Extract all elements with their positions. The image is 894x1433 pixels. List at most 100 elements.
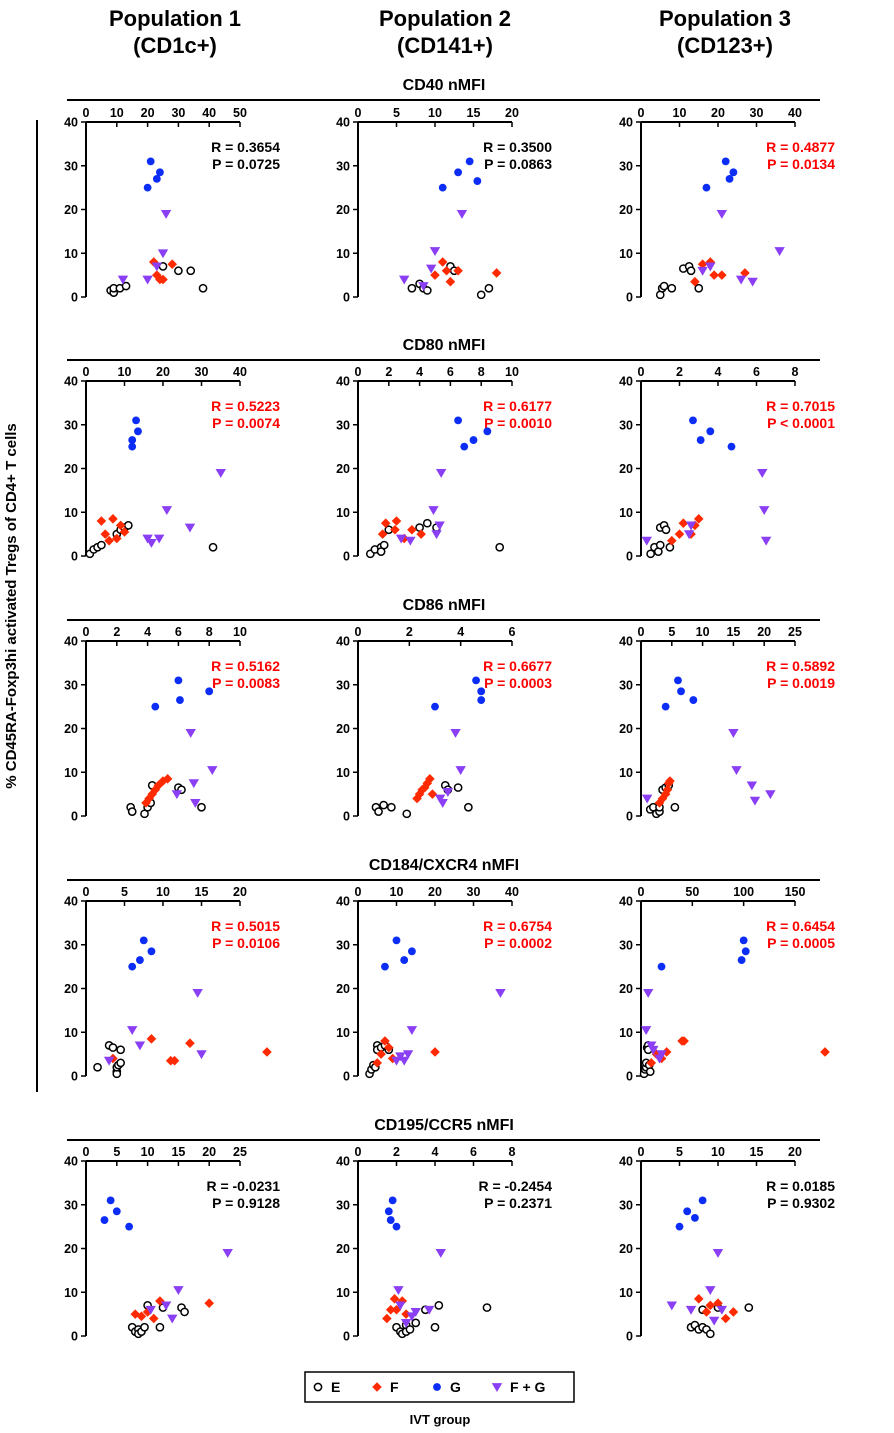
legend-label: F + G [510,1379,546,1395]
point-f [679,1036,689,1046]
point-fg [142,275,153,285]
point-f [445,276,456,287]
point-fg [167,1314,178,1324]
point-f [401,1309,411,1319]
point-e [155,1322,165,1332]
point-fg [759,506,770,516]
r-value: R = 0.6177 [483,398,552,414]
y-tick-label: 0 [71,810,78,824]
point-g [205,687,214,696]
x-tick-label: 4 [432,1145,439,1159]
point-f [96,516,107,526]
point-g [125,1222,134,1231]
point-f [419,782,430,793]
point-fg [455,766,466,776]
point-fg [435,1248,446,1258]
point-fg [456,209,468,219]
point-g [392,936,401,945]
point-g [696,436,705,444]
y-tick-label: 0 [71,291,78,305]
y-tick-label: 40 [336,116,350,130]
point-g [112,1207,121,1216]
x-tick-label: 2 [676,365,683,379]
point-e [402,809,412,819]
point-f [491,268,502,278]
point-f [389,1294,400,1304]
x-tick-label: 15 [195,885,209,899]
y-tick-label: 10 [64,1286,78,1300]
y-tick-label: 30 [619,678,633,692]
row-title: CD195/CCR5 nMFI [374,1117,514,1134]
point-e [464,802,473,812]
point-e [659,281,669,291]
x-tick-label: 10 [673,106,687,120]
y-tick-label: 30 [64,1198,78,1212]
y-tick-label: 0 [626,1330,633,1344]
point-fg [442,788,454,797]
point-g [106,1196,115,1205]
point-f [720,1313,731,1324]
point-f [740,268,750,278]
point-f [693,514,704,524]
point-f [674,529,685,539]
x-tick-label: 0 [83,885,90,899]
p-value: P = 0.0002 [484,935,552,951]
point-g [702,183,711,192]
x-tick-label: 15 [467,106,481,120]
point-fg [395,534,407,544]
y-tick-label: 20 [336,722,350,736]
r-value: R = -0.2454 [478,1178,552,1194]
y-tick-label: 10 [619,1026,633,1040]
legend-title: IVT group [410,1412,471,1427]
point-e [197,802,206,812]
row-title: CD40 nMFI [403,77,486,94]
y-tick-label: 0 [343,1070,350,1084]
row-title: CD184/CXCR4 nMFI [369,857,519,874]
y-tick-label: 30 [336,159,350,173]
data-points [382,1196,492,1339]
x-tick-label: 0 [638,1145,645,1159]
x-tick-label: 10 [696,625,710,639]
point-f [162,774,173,784]
point-fg [151,262,163,272]
x-tick-label: 100 [733,885,754,899]
point-f [412,793,422,804]
point-g [741,947,750,956]
p-value: P = 0.9302 [767,1195,835,1211]
data-points [100,1196,233,1339]
point-e [422,518,432,528]
y-tick-label: 40 [619,116,633,130]
point-fg [185,728,196,738]
x-tick-label: 0 [355,1145,362,1159]
x-tick-label: 6 [470,1145,477,1159]
point-fg [157,249,169,259]
point-f [385,1304,396,1315]
point-f [158,274,168,285]
row-title: CD80 nMFI [403,337,486,354]
point-f [153,780,164,791]
point-fg [435,468,447,478]
point-fg [656,1050,667,1060]
column-title-1: Population 1 [109,6,241,31]
y-tick-label: 20 [336,982,350,996]
y-tick-label: 0 [626,1070,633,1084]
x-tick-label: 5 [676,1145,683,1159]
y-tick-label: 40 [336,375,350,389]
x-tick-label: 4 [715,365,722,379]
point-fg [731,766,742,776]
x-tick-label: 0 [638,106,645,120]
point-e [667,283,677,293]
point-e [744,1303,754,1312]
x-tick-label: 10 [711,1145,725,1159]
y-tick-label: 20 [64,982,78,996]
x-tick-label: 10 [428,106,442,120]
point-g [706,427,715,436]
y-tick-label: 30 [64,678,78,692]
point-g [143,183,152,192]
point-f [693,1294,704,1304]
